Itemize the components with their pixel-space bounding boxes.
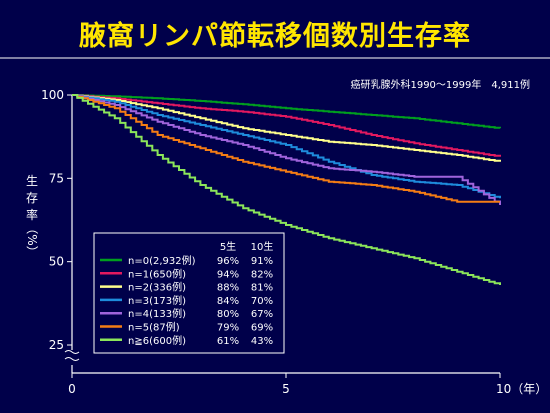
series-line: [72, 94, 501, 162]
series-line: [72, 94, 501, 285]
y-tick-label: 25: [49, 338, 64, 352]
legend-10y-value: 43%: [251, 336, 273, 347]
chart-title: 腋窩リンパ節転移個数別生存率: [79, 21, 471, 52]
y-label-char: 率: [26, 207, 38, 222]
legend-series-name: n=4(133例): [128, 307, 186, 320]
legend-10y-value: 69%: [251, 323, 273, 334]
y-label-char: 存: [26, 191, 38, 205]
x-tick-label: 0: [68, 382, 76, 396]
y-tick-label: 75: [49, 171, 64, 185]
y-axis-label: 生 存 率 （%）: [25, 174, 39, 258]
legend-series-name: n≧6(600例): [128, 334, 186, 347]
y-tick-label: 50: [49, 255, 64, 269]
y-label-char: （%）: [25, 222, 39, 257]
legend-5y-value: 80%: [217, 309, 239, 320]
axes: 25 50 75 100 0 5 10（年）: [41, 88, 547, 396]
legend-10y-value: 70%: [251, 296, 273, 307]
legend-header-10y: 10生: [251, 240, 274, 253]
y-label-char: 生: [26, 174, 38, 188]
series-line: [72, 94, 501, 205]
legend-5y-value: 79%: [217, 323, 239, 334]
series-line: [72, 94, 501, 129]
x-tick-label: 5: [282, 382, 290, 396]
legend-series-name: n=5(87例): [128, 321, 180, 334]
legend-series-name: n=3(173例): [128, 294, 186, 307]
y-tick-label: 100: [41, 88, 64, 102]
series-line: [72, 94, 500, 203]
legend-10y-value: 82%: [251, 269, 273, 280]
legend-5y-value: 94%: [217, 269, 239, 280]
x-tick-label: 10（年）: [496, 382, 547, 396]
series-line: [72, 94, 501, 157]
legend-10y-value: 91%: [251, 256, 273, 267]
axis-break-mark: [64, 350, 80, 361]
legend-series-name: n=1(650例): [128, 267, 186, 280]
source-note: 癌研乳腺外科1990〜1999年 4,911例: [350, 78, 530, 91]
legend-series-name: n=2(336例): [128, 281, 186, 294]
legend-box: [93, 232, 285, 354]
legend-5y-value: 61%: [217, 336, 239, 347]
series-line: [72, 94, 501, 199]
legend-10y-value: 67%: [251, 309, 273, 320]
legend-5y-value: 84%: [217, 296, 239, 307]
legend-header-5y: 5生: [220, 240, 236, 253]
legend-5y-value: 96%: [217, 256, 239, 267]
legend: 5生 10生 n=0(2,932例) 96% 91% n=1(650例) 94% 82% n=2…: [93, 232, 285, 354]
series-lines: [72, 94, 501, 285]
legend-10y-value: 81%: [251, 283, 273, 294]
legend-series-name: n=0(2,932例): [128, 254, 196, 267]
legend-5y-value: 88%: [217, 283, 239, 294]
